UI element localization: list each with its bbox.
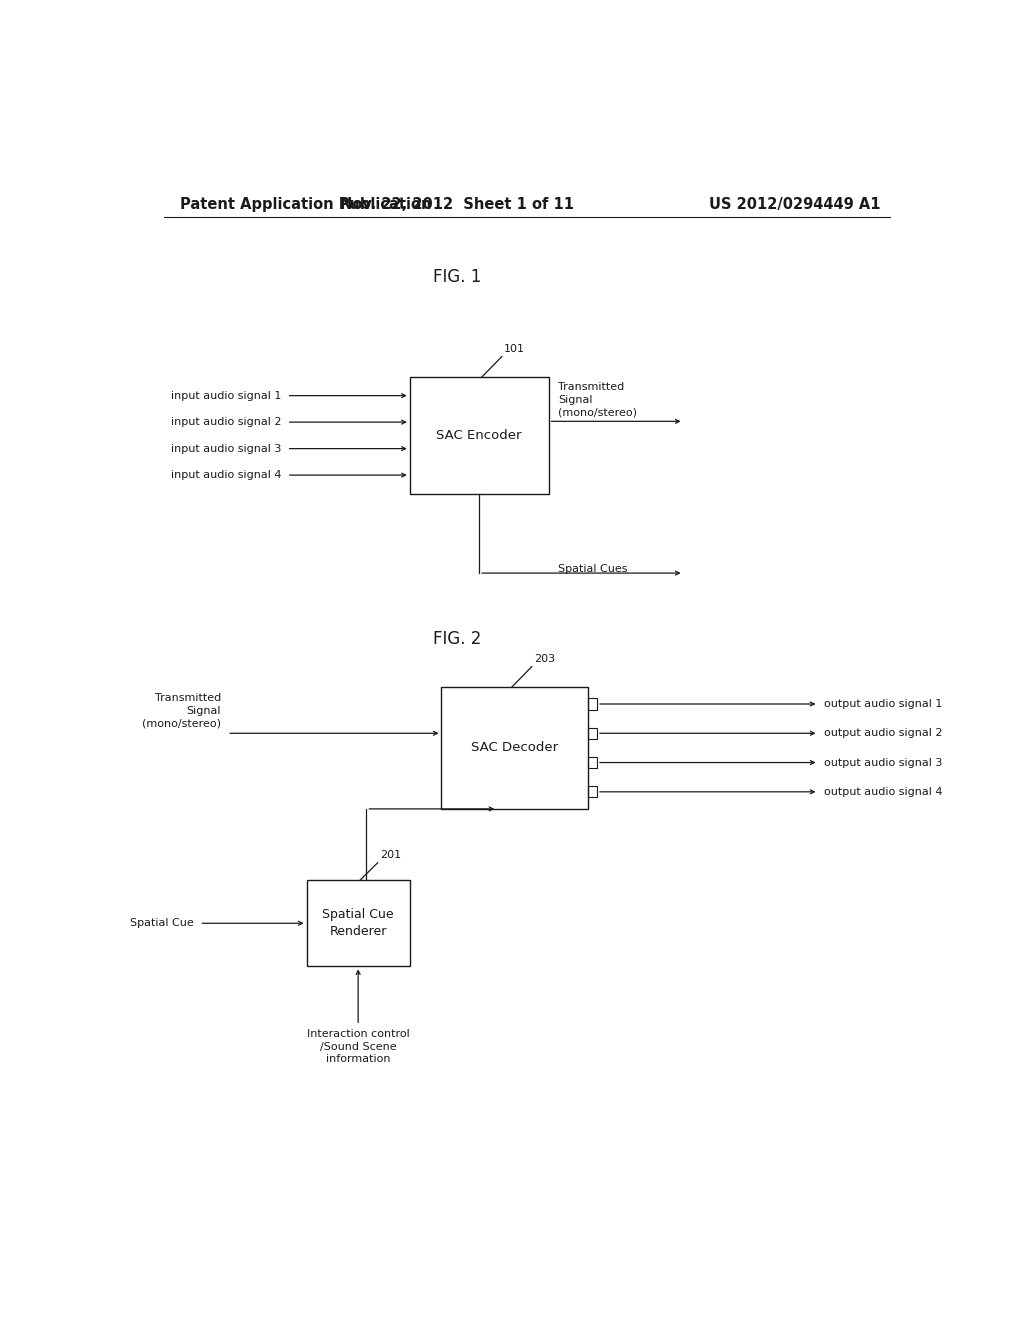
Bar	[306, 880, 410, 966]
Text: 201: 201	[380, 850, 401, 859]
Text: Interaction control
/Sound Scene
information: Interaction control /Sound Scene informa…	[307, 1030, 410, 1064]
Text: Transmitted
Signal
(mono/stereo): Transmitted Signal (mono/stereo)	[558, 383, 637, 417]
Text: Patent Application Publication: Patent Application Publication	[179, 197, 431, 211]
Text: Spatial Cue
Renderer: Spatial Cue Renderer	[323, 908, 394, 939]
Text: US 2012/0294449 A1: US 2012/0294449 A1	[709, 197, 881, 211]
Text: input audio signal 4: input audio signal 4	[171, 470, 282, 480]
Text: input audio signal 3: input audio signal 3	[171, 444, 282, 454]
Bar	[410, 378, 549, 494]
Text: SAC Encoder: SAC Encoder	[436, 429, 522, 442]
Text: Spatial Cue: Spatial Cue	[130, 919, 194, 928]
Text: Nov. 22, 2012  Sheet 1 of 11: Nov. 22, 2012 Sheet 1 of 11	[340, 197, 574, 211]
Text: output audio signal 1: output audio signal 1	[824, 700, 942, 709]
Text: 101: 101	[504, 343, 525, 354]
Bar	[588, 698, 597, 710]
Text: FIG. 2: FIG. 2	[433, 630, 481, 648]
Text: input audio signal 1: input audio signal 1	[171, 391, 282, 401]
Text: output audio signal 4: output audio signal 4	[824, 787, 942, 797]
Bar	[588, 727, 597, 739]
Text: output audio signal 3: output audio signal 3	[824, 758, 942, 767]
Text: SAC Decoder: SAC Decoder	[471, 742, 558, 755]
Bar	[588, 787, 597, 797]
Text: Spatial Cues: Spatial Cues	[558, 564, 628, 574]
Text: output audio signal 2: output audio signal 2	[824, 729, 942, 738]
Text: 203: 203	[535, 653, 555, 664]
Text: input audio signal 2: input audio signal 2	[171, 417, 282, 428]
Text: Transmitted
Signal
(mono/stereo): Transmitted Signal (mono/stereo)	[142, 693, 221, 729]
Bar	[441, 686, 589, 809]
Bar	[588, 756, 597, 768]
Text: FIG. 1: FIG. 1	[433, 268, 481, 286]
